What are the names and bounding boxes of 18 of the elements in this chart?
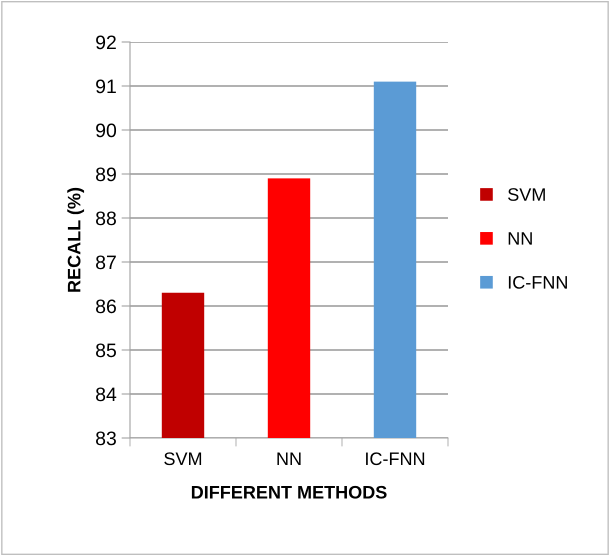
x-tick-label: IC-FNN <box>366 452 424 466</box>
y-tick-label: 92 <box>96 35 116 50</box>
x-tick-label: SVM <box>164 452 202 466</box>
legend-label: SVM <box>508 188 545 201</box>
y-tick-label: 91 <box>96 79 116 94</box>
y-tick-label: 88 <box>96 211 116 226</box>
y-tick-label: 85 <box>96 343 116 358</box>
y-tick-label: 87 <box>96 255 116 270</box>
y-tick-label: 90 <box>96 123 116 138</box>
y-tick-label: 83 <box>96 431 116 446</box>
y-tick-label: 89 <box>96 167 116 182</box>
y-tick-label: 84 <box>96 387 116 402</box>
y-tick-label: 86 <box>96 299 116 314</box>
y-axis-title: RECALL (%) <box>67 188 84 292</box>
legend-label: IC-FNN <box>508 276 567 289</box>
x-tick-label: NN <box>277 452 301 465</box>
legend-label: NN <box>508 232 532 245</box>
x-axis-title: DIFFERENT METHODS <box>192 486 387 499</box>
